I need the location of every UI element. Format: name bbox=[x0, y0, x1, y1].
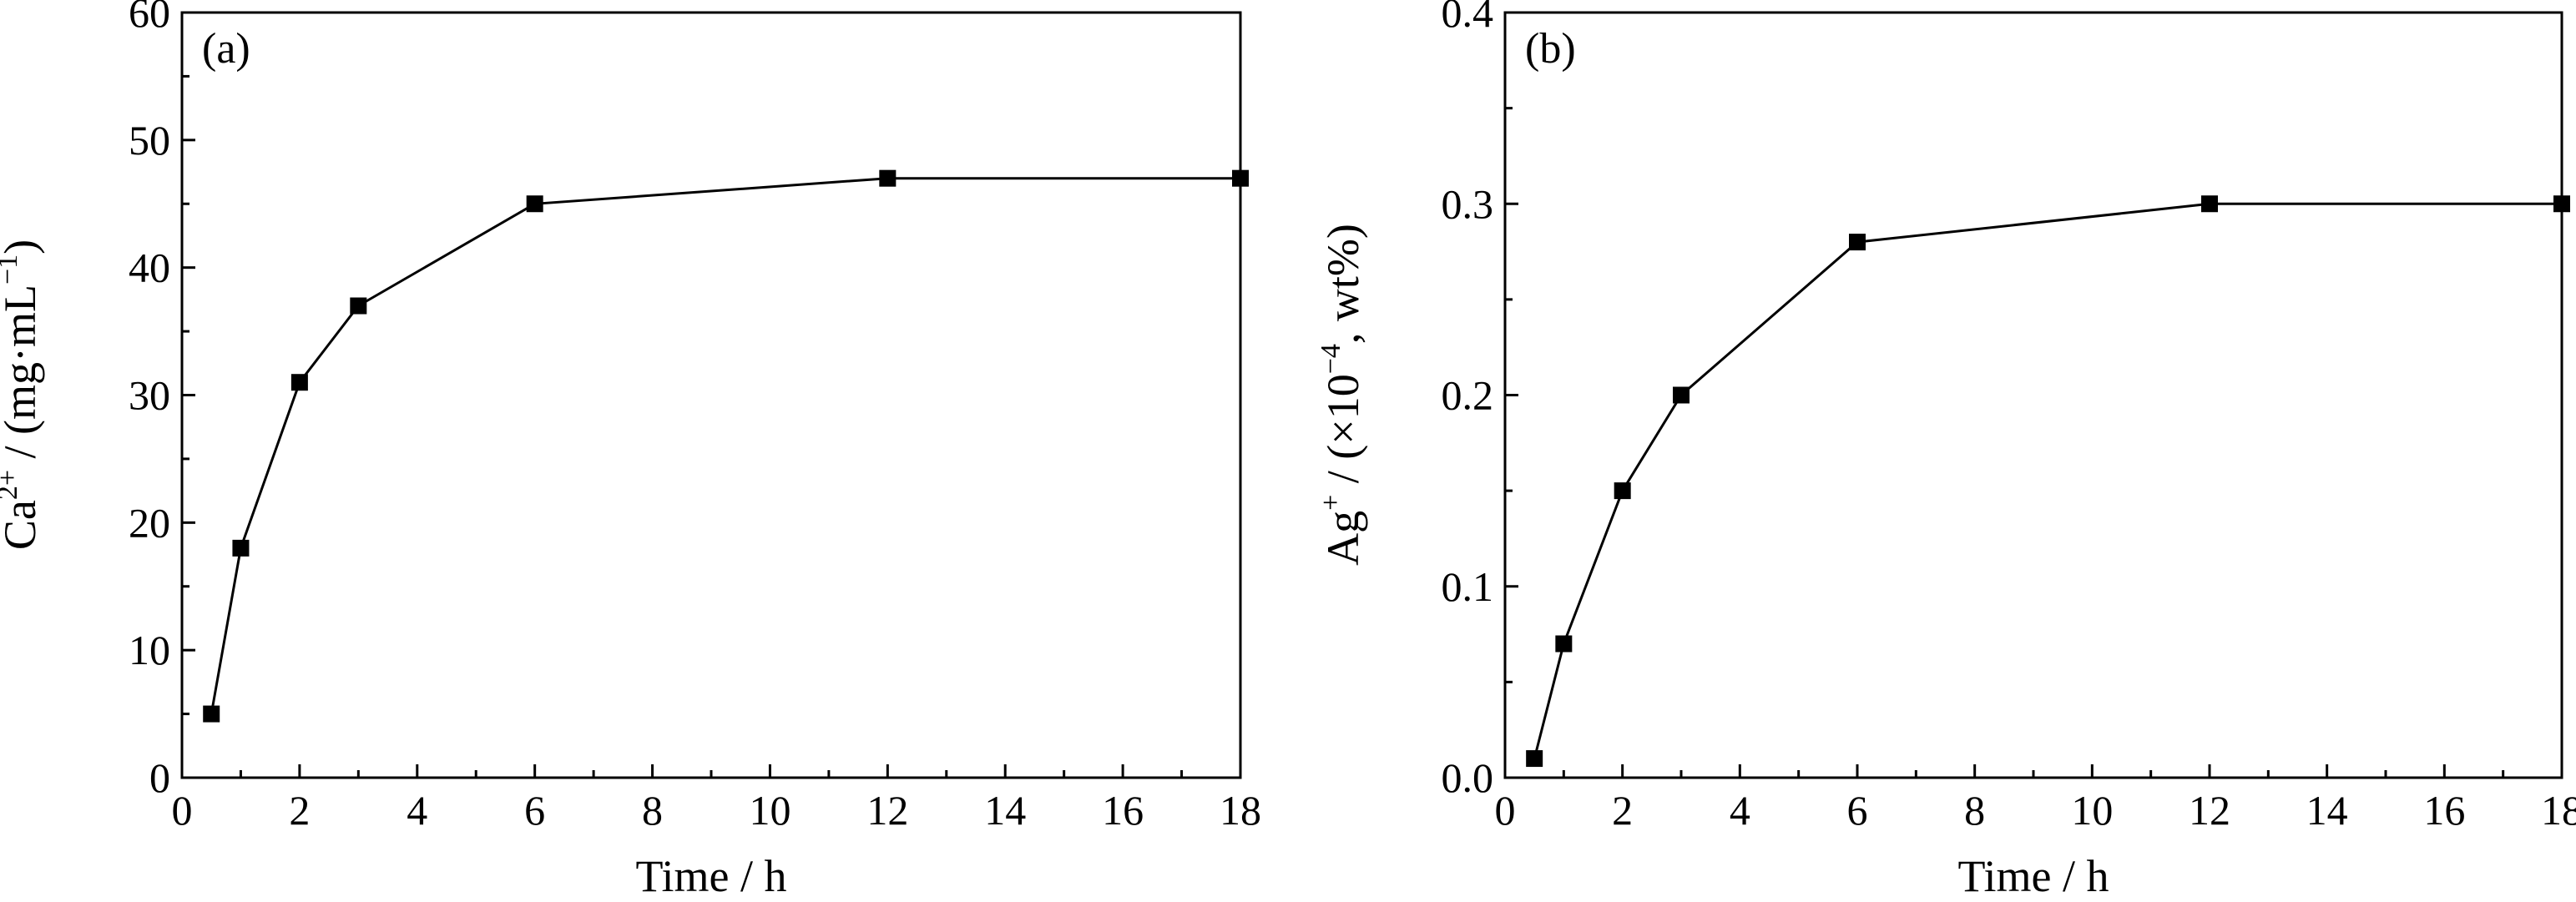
panel-label: (b) bbox=[1525, 25, 1576, 73]
x-tick-label: 18 bbox=[1220, 787, 1261, 834]
y-axis-title: Ag+ / (×10−4, wt%) bbox=[1316, 224, 1368, 566]
data-point bbox=[290, 374, 308, 391]
x-tick-label: 16 bbox=[2423, 787, 2465, 834]
x-tick-label: 14 bbox=[984, 787, 1026, 834]
x-tick-label: 12 bbox=[2189, 787, 2230, 834]
data-point bbox=[526, 195, 543, 213]
x-tick-label: 0 bbox=[172, 787, 193, 834]
data-point bbox=[2201, 195, 2218, 213]
y-tick-label: 20 bbox=[129, 499, 170, 546]
series-line bbox=[1533, 202, 2562, 759]
x-tick-label: 6 bbox=[1847, 787, 1868, 834]
chart-panel-b: 0 2 4 6 8 10 12 14 16 18 0.0 0.1 0.2 0.3 0.4 (b) Time / … bbox=[1316, 0, 2576, 901]
x-tick-label: 18 bbox=[2541, 787, 2576, 834]
data-point bbox=[232, 539, 250, 557]
data-point bbox=[879, 169, 897, 187]
y-tick-label: 30 bbox=[129, 372, 170, 419]
y-tick-label: 0.0 bbox=[1442, 754, 1494, 801]
y-axis-title: Ca2+ / (mg·mL−1) bbox=[0, 239, 45, 550]
panel-label: (a) bbox=[202, 25, 250, 73]
y-tick-label: 40 bbox=[129, 244, 170, 291]
y-tick-label: 0.2 bbox=[1442, 372, 1494, 419]
x-tick-label: 2 bbox=[1612, 787, 1633, 834]
data-point bbox=[1849, 234, 1866, 251]
x-tick-label: 16 bbox=[1102, 787, 1144, 834]
x-tick-label: 10 bbox=[749, 787, 790, 834]
data-point bbox=[1526, 750, 1543, 768]
y-tick-label: 0.1 bbox=[1442, 563, 1494, 610]
x-axis-title: Time / h bbox=[635, 851, 786, 901]
data-point bbox=[1232, 169, 1249, 187]
x-tick-label: 2 bbox=[289, 787, 310, 834]
data-point bbox=[1555, 635, 1573, 653]
x-tick-label: 8 bbox=[642, 787, 663, 834]
y-tick-label: 10 bbox=[129, 627, 170, 673]
plot-frame bbox=[1503, 11, 2563, 779]
y-tick-label: 0.4 bbox=[1442, 0, 1494, 36]
data-point bbox=[203, 705, 220, 723]
data-point bbox=[1673, 386, 1690, 404]
x-tick-label: 14 bbox=[2306, 787, 2348, 834]
series-line bbox=[210, 177, 1240, 714]
x-tick-label: 10 bbox=[2071, 787, 2113, 834]
x-tick-label: 6 bbox=[524, 787, 545, 834]
data-point bbox=[350, 297, 367, 315]
y-tick-label: 0 bbox=[149, 754, 170, 801]
plot-frame bbox=[180, 11, 1242, 779]
y-tick-label: 0.3 bbox=[1442, 180, 1494, 227]
x-axis-title: Time / h bbox=[1957, 851, 2109, 901]
x-tick-label: 4 bbox=[1730, 787, 1750, 834]
chart-panel-a: 0 2 4 6 8 10 12 14 16 18 0 10 20 30 40 50 60 (a) Time / h C… bbox=[0, 0, 1261, 901]
data-point bbox=[1614, 482, 1631, 500]
x-tick-label: 0 bbox=[1495, 787, 1516, 834]
data-point bbox=[2553, 195, 2570, 213]
x-tick-label: 12 bbox=[866, 787, 908, 834]
y-tick-label: 50 bbox=[129, 117, 170, 164]
y-tick-label: 60 bbox=[129, 0, 170, 36]
x-tick-label: 4 bbox=[407, 787, 427, 834]
x-tick-label: 8 bbox=[1964, 787, 1985, 834]
